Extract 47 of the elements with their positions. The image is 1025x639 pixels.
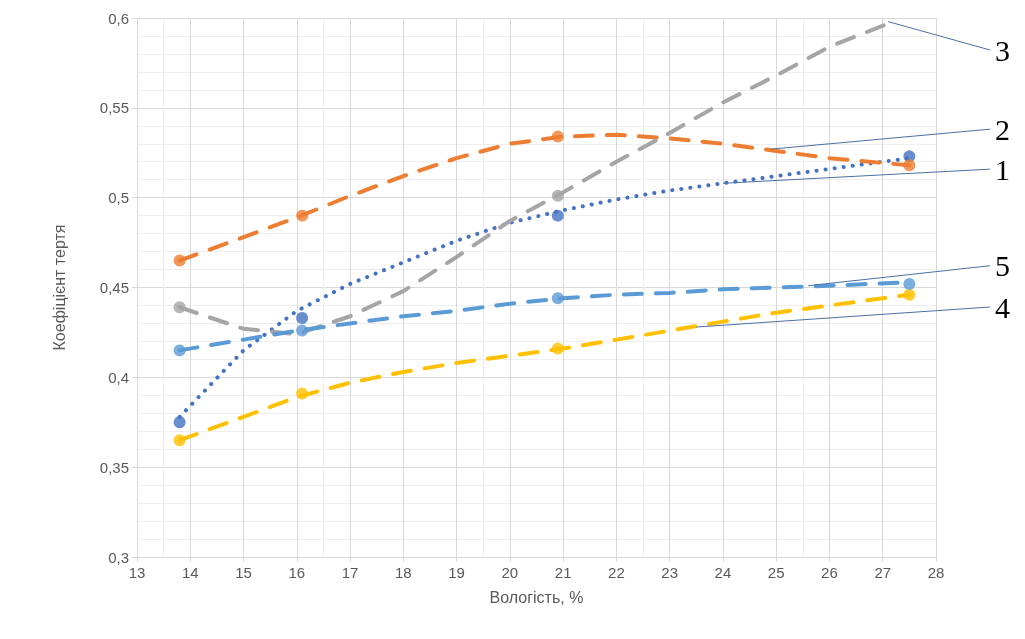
point [551, 209, 564, 222]
point [173, 434, 186, 447]
x-tick-label: 16 [288, 564, 306, 581]
point [296, 209, 309, 222]
x-tick-label: 28 [927, 564, 945, 581]
y-tick-label: 0,45 [99, 279, 129, 296]
y-axis-title: Коефіцієнт тертя [50, 224, 68, 351]
x-tick-label: 24 [714, 564, 732, 581]
point [296, 312, 309, 325]
x-tick-label: 19 [448, 564, 465, 581]
point [551, 342, 564, 355]
point [296, 387, 309, 400]
annotation: 2 [995, 112, 1010, 146]
x-tick-label: 18 [394, 564, 412, 581]
x-tick-label: 20 [501, 564, 519, 581]
x-tick-label: 22 [608, 564, 625, 581]
x-tick-label: 17 [341, 564, 359, 581]
point [173, 301, 186, 314]
annotation: 1 [995, 152, 1010, 186]
point [903, 288, 916, 301]
x-axis-title: Вологість, % [489, 588, 584, 606]
annotation: 3 [995, 33, 1010, 67]
annotation: 4 [995, 290, 1010, 324]
y-tick-label: 0,6 [108, 9, 129, 27]
y-tick-label: 0,4 [108, 368, 129, 386]
point [903, 277, 916, 290]
x-tick-label: 14 [181, 564, 199, 581]
point [296, 324, 309, 337]
point [551, 189, 564, 202]
point [173, 254, 186, 267]
x-tick-label: 13 [128, 564, 146, 581]
x-tick-label: 21 [554, 564, 572, 581]
x-tick-label: 27 [874, 564, 892, 581]
y-tick-label: 0,55 [99, 99, 129, 117]
point [173, 416, 186, 429]
x-tick-label: 25 [767, 564, 785, 581]
x-tick-label: 26 [821, 564, 838, 581]
x-tick-label: 23 [661, 564, 679, 581]
point [551, 292, 564, 305]
y-tick-label: 0,35 [99, 458, 129, 476]
y-tick-label: 0,3 [108, 548, 129, 566]
x-tick-label: 15 [235, 564, 252, 581]
annotation: 5 [995, 249, 1010, 283]
point [551, 130, 564, 143]
point [173, 344, 186, 357]
y-tick-label: 0,5 [108, 189, 129, 207]
point [903, 159, 916, 172]
